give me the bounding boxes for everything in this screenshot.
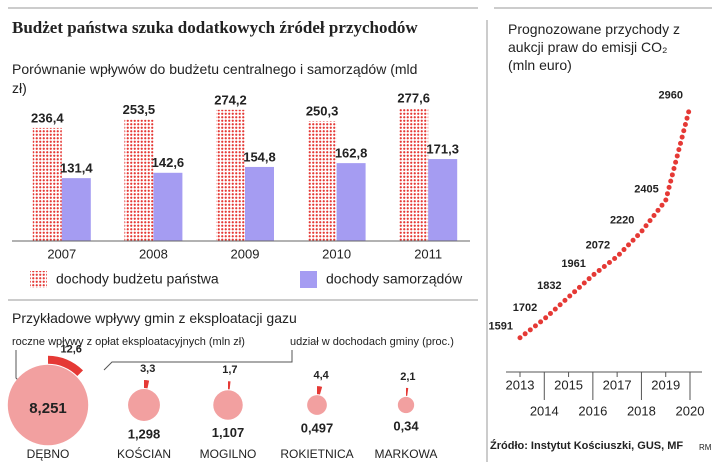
x-tick-label: 2019 xyxy=(651,377,680,392)
data-label: 1702 xyxy=(513,302,537,314)
data-label: 236,4 xyxy=(31,110,64,125)
bar xyxy=(428,159,458,241)
bar xyxy=(153,172,183,241)
bar xyxy=(399,108,429,242)
share-label: 2,1 xyxy=(400,371,415,383)
bubble xyxy=(7,364,89,446)
connector xyxy=(103,350,293,371)
legend-label: dochody budżetu państwa xyxy=(56,271,219,287)
chart-subtitle: Porównanie wpływów do budżetu centralneg… xyxy=(12,61,418,96)
bar xyxy=(124,119,154,241)
bubble xyxy=(397,396,415,414)
source: Źródło: Instytut Kościuszki, GUS, MF xyxy=(490,440,684,452)
data-label: 274,2 xyxy=(214,92,247,107)
x-tick-label: 2007 xyxy=(47,246,76,261)
share-arc xyxy=(317,386,323,395)
x-tick-label: 2013 xyxy=(506,377,535,392)
data-label: 2072 xyxy=(586,240,610,252)
legend-label: roczne wpływy z opłat eksploatacyjnych (… xyxy=(12,336,245,348)
x-tick-label: 2011 xyxy=(414,246,442,261)
legend-swatch xyxy=(300,271,317,288)
share-label: 3,3 xyxy=(140,363,155,375)
data-label: 162,8 xyxy=(335,146,368,161)
x-tick-label: 2014 xyxy=(530,403,559,418)
legend-label: dochody samorządów xyxy=(326,271,463,287)
bubble xyxy=(307,395,327,415)
data-label: 2220 xyxy=(610,215,634,227)
x-tick-label: 2009 xyxy=(231,246,260,261)
share-arc xyxy=(228,381,231,390)
share-arc xyxy=(406,387,409,396)
data-line xyxy=(517,104,693,341)
legend-label: udział w dochodach gminy (proc.) xyxy=(290,336,454,348)
chart-title: Prognozowane przychody z aukcji praw do … xyxy=(508,21,680,73)
data-label: 131,4 xyxy=(60,161,93,176)
share-label: 1,7 xyxy=(222,364,237,376)
x-tick-label: 2018 xyxy=(627,403,656,418)
section-title: Przykładowe wpływy gmin z eksploatacji g… xyxy=(12,310,297,326)
value-label: 1,298 xyxy=(128,426,161,441)
share-arc xyxy=(144,380,150,389)
x-tick-label: 2020 xyxy=(676,403,705,418)
data-label: 154,8 xyxy=(243,149,276,164)
share-label: 12,6 xyxy=(61,343,82,355)
bar xyxy=(245,166,274,241)
value-label: 0,497 xyxy=(301,420,334,435)
bubble xyxy=(213,390,243,420)
bar xyxy=(32,127,62,241)
bar xyxy=(307,121,337,241)
share-label: 4,4 xyxy=(313,369,329,381)
data-label: 1832 xyxy=(537,280,561,292)
bar xyxy=(216,109,245,241)
category-label: MARKOWA xyxy=(375,447,438,461)
data-label: 2960 xyxy=(659,90,683,102)
data-label: 2405 xyxy=(634,183,658,195)
bar xyxy=(336,163,366,241)
value-label: 8,251 xyxy=(29,400,67,417)
x-tick-label: 2008 xyxy=(139,246,168,261)
data-label: 1961 xyxy=(561,258,585,270)
data-label: 1591 xyxy=(489,321,513,333)
credit: RM xyxy=(699,443,712,452)
legend-swatch xyxy=(30,271,47,288)
x-tick-label: 2016 xyxy=(578,403,607,418)
category-label: MOGILNO xyxy=(200,447,257,461)
value-label: 0,34 xyxy=(393,419,419,434)
data-label: 277,6 xyxy=(397,91,430,106)
data-label: 171,3 xyxy=(426,141,459,156)
data-label: 253,5 xyxy=(123,102,156,117)
bar xyxy=(61,178,91,241)
category-label: ROKIETNICA xyxy=(280,447,353,461)
value-label: 1,107 xyxy=(212,425,245,440)
category-label: DĘBNO xyxy=(27,447,70,461)
bubble xyxy=(128,389,160,421)
category-label: KOŚCIAN xyxy=(117,446,171,461)
x-tick-label: 2010 xyxy=(322,246,351,261)
page-title: Budżet państwa szuka dodatkowych źródeł … xyxy=(12,18,418,37)
x-tick-label: 2015 xyxy=(554,377,583,392)
x-tick-label: 2017 xyxy=(603,377,632,392)
data-label: 250,3 xyxy=(306,104,339,119)
share-arc xyxy=(48,355,84,377)
data-label: 142,6 xyxy=(152,155,185,170)
